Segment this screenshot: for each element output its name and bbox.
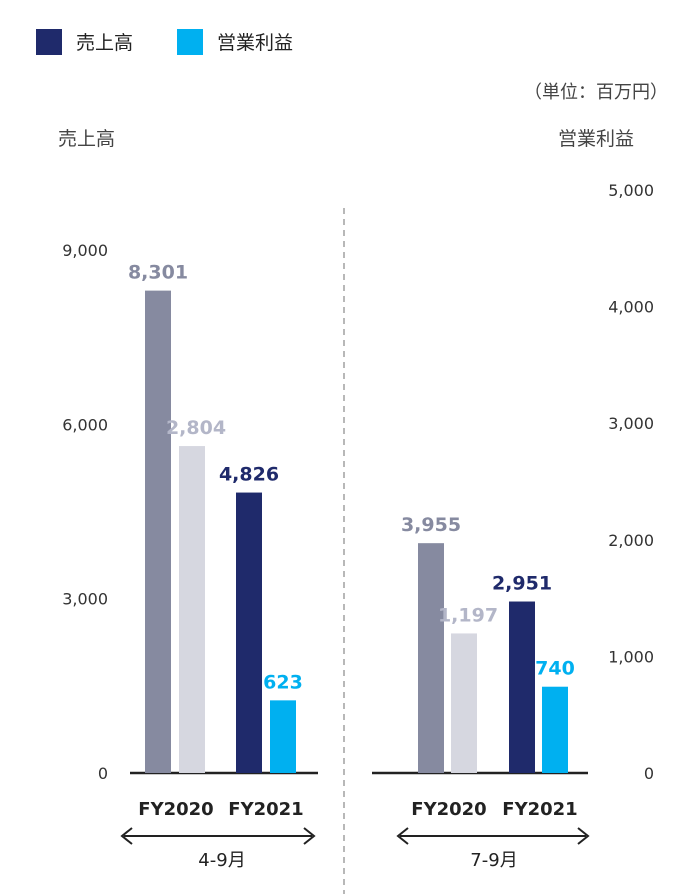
data-label: 2,951 xyxy=(492,573,552,595)
right-axis-tick-label: 5,000 xyxy=(608,181,654,200)
bar-7-9-fy2021-operating-profit xyxy=(542,686,568,773)
legend-swatch-operating-profit xyxy=(177,28,204,55)
data-label: 740 xyxy=(535,658,575,680)
x-category-label: FY2021 xyxy=(502,799,577,820)
data-label: 3,955 xyxy=(401,514,461,536)
legend-item-sales: 売上高 xyxy=(36,28,133,55)
left-axis-tick-label: 3,000 xyxy=(62,590,108,609)
period-arrow-head-left xyxy=(396,827,409,845)
right-axis-tick-label: 4,000 xyxy=(608,298,654,317)
left-axis-title: 売上高 xyxy=(58,128,116,150)
legend-swatch-sales xyxy=(36,28,62,55)
data-label: 623 xyxy=(263,671,303,693)
bar-4-9-fy2021-operating-profit xyxy=(270,700,296,773)
legend-label-operating-profit: 営業利益 xyxy=(217,32,294,54)
bar-4-9-fy2020-sales xyxy=(145,290,171,773)
period-label: 4-9月 xyxy=(198,850,245,871)
bar-7-9-fy2020-sales xyxy=(418,543,444,773)
bar-7-9-fy2020-operating-profit xyxy=(451,633,477,773)
bar-4-9-fy2021-sales xyxy=(236,492,262,773)
x-category-label: FY2020 xyxy=(138,799,213,820)
period-arrow-head-left xyxy=(120,827,133,845)
period-arrow-head-right xyxy=(577,827,590,845)
legend: 売上高 営業利益 xyxy=(36,28,337,55)
period-label: 7-9月 xyxy=(470,850,517,871)
left-axis-tick-label: 6,000 xyxy=(62,415,108,434)
left-axis-tick-label: 9,000 xyxy=(62,241,108,260)
right-axis-tick-label: 2,000 xyxy=(608,531,654,550)
legend-label-sales: 売上高 xyxy=(76,32,134,54)
unit-label: （単位：百万円） xyxy=(524,82,668,103)
x-category-label: FY2021 xyxy=(228,799,303,820)
bar-7-9-fy2021-sales xyxy=(509,601,535,773)
right-axis-tick-label: 1,000 xyxy=(608,647,654,666)
x-category-label: FY2020 xyxy=(411,799,486,820)
data-label: 2,804 xyxy=(166,417,226,439)
right-axis-tick-label: 3,000 xyxy=(608,414,654,433)
period-arrow-head-right xyxy=(303,827,316,845)
data-label: 4,826 xyxy=(219,464,279,486)
legend-item-operating-profit: 営業利益 xyxy=(177,28,293,55)
right-axis-tick-label: 0 xyxy=(644,764,654,783)
data-label: 8,301 xyxy=(128,262,188,284)
bar-4-9-fy2020-operating-profit xyxy=(179,446,205,773)
data-label: 1,197 xyxy=(438,604,498,626)
right-axis-title: 営業利益 xyxy=(558,128,635,150)
left-axis-tick-label: 0 xyxy=(98,764,108,783)
